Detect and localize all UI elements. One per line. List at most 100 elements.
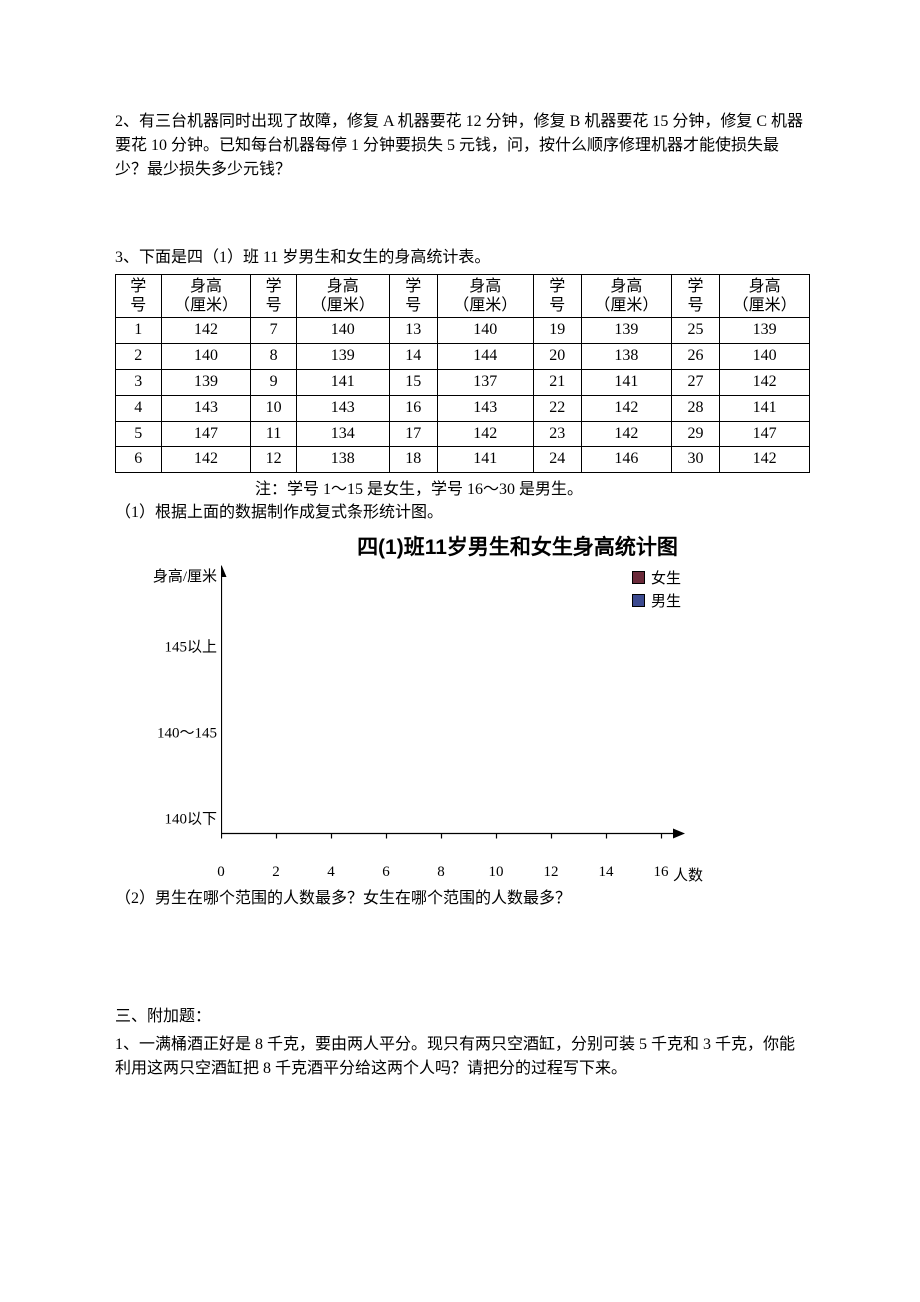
table-cell: 141 bbox=[296, 369, 389, 395]
table-cell: 142 bbox=[438, 421, 534, 447]
table-cell: 141 bbox=[720, 395, 810, 421]
table-cell: 30 bbox=[671, 447, 719, 473]
x-tick-label: 12 bbox=[544, 864, 559, 881]
table-header-cell: 身高（厘米） bbox=[296, 275, 389, 318]
table-cell: 25 bbox=[671, 318, 719, 344]
question-2-text: 2、有三台机器同时出现了故障，修复 A 机器要花 12 分钟，修复 B 机器要花… bbox=[115, 110, 810, 182]
table-cell: 16 bbox=[389, 395, 437, 421]
table-cell: 139 bbox=[720, 318, 810, 344]
question-3-sub1: （1）根据上面的数据制作成复式条形统计图。 bbox=[115, 501, 810, 525]
table-cell: 139 bbox=[161, 369, 251, 395]
x-tick-label: 10 bbox=[489, 864, 504, 881]
height-table: 学号身高（厘米）学号身高（厘米）学号身高（厘米）学号身高（厘米）学号身高（厘米）… bbox=[115, 274, 810, 473]
table-cell: 141 bbox=[438, 447, 534, 473]
table-row: 11427140131401913925139 bbox=[116, 318, 810, 344]
section-3-heading: 三、附加题： bbox=[115, 1005, 810, 1029]
y-axis-labels: 145以上140～145140以下 bbox=[135, 592, 221, 860]
table-cell: 143 bbox=[438, 395, 534, 421]
y-axis-title: 身高/厘米 bbox=[153, 565, 221, 586]
table-cell: 15 bbox=[389, 369, 437, 395]
table-cell: 5 bbox=[116, 421, 162, 447]
table-cell: 139 bbox=[582, 318, 672, 344]
table-header-cell: 身高（厘米） bbox=[161, 275, 251, 318]
table-cell: 134 bbox=[296, 421, 389, 447]
question-3-intro: 3、下面是四（1）班 11 岁男生和女生的身高统计表。 bbox=[115, 246, 810, 270]
table-cell: 143 bbox=[296, 395, 389, 421]
table-cell: 142 bbox=[582, 395, 672, 421]
chart-axes bbox=[221, 565, 691, 845]
legend-label: 女生 bbox=[651, 567, 681, 588]
table-cell: 12 bbox=[251, 447, 297, 473]
bonus-q1-text: 1、一满桶酒正好是 8 千克，要由两人平分。现只有两只空酒缸，分别可装 5 千克… bbox=[115, 1033, 810, 1081]
table-cell: 142 bbox=[161, 318, 251, 344]
table-cell: 23 bbox=[533, 421, 581, 447]
y-category-label: 145以上 bbox=[164, 636, 217, 657]
table-cell: 142 bbox=[161, 447, 251, 473]
table-cell: 7 bbox=[251, 318, 297, 344]
legend-swatch bbox=[632, 571, 645, 584]
table-cell: 11 bbox=[251, 421, 297, 447]
table-cell: 26 bbox=[671, 344, 719, 370]
table-row: 514711134171422314229147 bbox=[116, 421, 810, 447]
x-axis-labels: 0246810121416 bbox=[221, 864, 663, 884]
x-tick-label: 0 bbox=[217, 864, 225, 881]
table-row: 414310143161432214228141 bbox=[116, 395, 810, 421]
legend-swatch bbox=[632, 594, 645, 607]
spacer bbox=[115, 186, 810, 246]
table-cell: 142 bbox=[582, 421, 672, 447]
table-cell: 147 bbox=[161, 421, 251, 447]
table-cell: 22 bbox=[533, 395, 581, 421]
x-tick-label: 8 bbox=[437, 864, 445, 881]
table-cell: 8 bbox=[251, 344, 297, 370]
table-row: 21408139141442013826140 bbox=[116, 344, 810, 370]
table-cell: 140 bbox=[161, 344, 251, 370]
table-cell: 6 bbox=[116, 447, 162, 473]
table-header-cell: 学号 bbox=[251, 275, 297, 318]
table-header-cell: 身高（厘米） bbox=[720, 275, 810, 318]
table-cell: 142 bbox=[720, 369, 810, 395]
table-cell: 1 bbox=[116, 318, 162, 344]
spacer bbox=[115, 915, 810, 1005]
table-note: 注：学号 1～15 是女生，学号 16～30 是男生。 bbox=[255, 475, 810, 499]
table-cell: 24 bbox=[533, 447, 581, 473]
table-header-cell: 学号 bbox=[116, 275, 162, 318]
table-cell: 140 bbox=[720, 344, 810, 370]
table-cell: 14 bbox=[389, 344, 437, 370]
table-cell: 140 bbox=[438, 318, 534, 344]
legend-item: 男生 bbox=[632, 590, 681, 611]
table-cell: 4 bbox=[116, 395, 162, 421]
table-cell: 27 bbox=[671, 369, 719, 395]
table-cell: 144 bbox=[438, 344, 534, 370]
table-header-cell: 身高（厘米） bbox=[438, 275, 534, 318]
table-cell: 146 bbox=[582, 447, 672, 473]
table-cell: 13 bbox=[389, 318, 437, 344]
table-cell: 140 bbox=[296, 318, 389, 344]
x-axis-title: 人数 bbox=[673, 864, 703, 885]
table-cell: 141 bbox=[582, 369, 672, 395]
legend-item: 女生 bbox=[632, 567, 681, 588]
x-tick-label: 16 bbox=[654, 864, 669, 881]
table-cell: 20 bbox=[533, 344, 581, 370]
table-cell: 28 bbox=[671, 395, 719, 421]
table-cell: 19 bbox=[533, 318, 581, 344]
x-tick-label: 14 bbox=[599, 864, 614, 881]
chart-title: 四(1)班11岁男生和女生身高统计图 bbox=[225, 531, 810, 561]
table-cell: 9 bbox=[251, 369, 297, 395]
table-cell: 142 bbox=[720, 447, 810, 473]
table-cell: 138 bbox=[296, 447, 389, 473]
bar-chart: 四(1)班11岁男生和女生身高统计图 身高/厘米 145以上 140～145 14 0… bbox=[135, 531, 810, 885]
table-cell: 21 bbox=[533, 369, 581, 395]
table-header-cell: 学号 bbox=[533, 275, 581, 318]
table-row: 31399141151372114127142 bbox=[116, 369, 810, 395]
table-cell: 2 bbox=[116, 344, 162, 370]
y-category-label: 140～145 bbox=[157, 722, 217, 743]
table-cell: 143 bbox=[161, 395, 251, 421]
table-cell: 18 bbox=[389, 447, 437, 473]
x-tick-label: 6 bbox=[382, 864, 390, 881]
x-tick-label: 2 bbox=[272, 864, 280, 881]
question-3-sub2: （2）男生在哪个范围的人数最多？女生在哪个范围的人数最多？ bbox=[115, 887, 810, 911]
table-header-cell: 学号 bbox=[389, 275, 437, 318]
table-header-cell: 学号 bbox=[671, 275, 719, 318]
x-tick-label: 4 bbox=[327, 864, 335, 881]
table-cell: 3 bbox=[116, 369, 162, 395]
